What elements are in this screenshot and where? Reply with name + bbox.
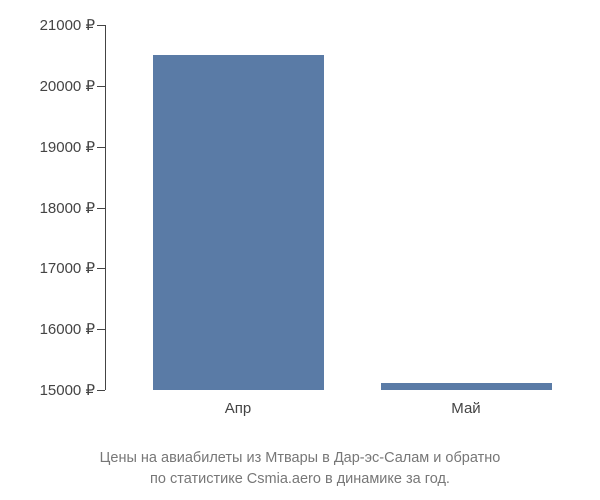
y-axis-label: 16000 ₽ — [40, 320, 95, 338]
y-axis-label: 20000 ₽ — [40, 77, 95, 95]
y-tick — [97, 208, 105, 209]
y-tick — [97, 25, 105, 26]
x-axis-label: Май — [451, 400, 480, 417]
y-axis-label: 21000 ₽ — [40, 16, 95, 34]
caption-line-1: Цены на авиабилеты из Мтвары в Дар-эс-Са… — [100, 450, 501, 466]
price-chart: 15000 ₽ 16000 ₽ 17000 ₽ 18000 ₽ 19000 ₽ 20000… — [0, 10, 600, 450]
x-axis-label: Апр — [225, 400, 251, 417]
bar-Май — [381, 383, 552, 390]
y-tick — [97, 329, 105, 330]
y-tick — [97, 390, 105, 391]
plot-area — [105, 25, 580, 390]
caption-line-2: по статистике Csmia.aero в динамике за г… — [150, 471, 450, 487]
y-tick — [97, 86, 105, 87]
y-axis-label: 18000 ₽ — [40, 199, 95, 217]
chart-caption: Цены на авиабилеты из Мтвары в Дар-эс-Са… — [0, 448, 600, 490]
y-axis-label: 15000 ₽ — [40, 381, 95, 399]
y-tick — [97, 147, 105, 148]
y-tick — [97, 268, 105, 269]
y-axis-label: 19000 ₽ — [40, 138, 95, 156]
bar-Апр — [153, 55, 324, 390]
y-axis-label: 17000 ₽ — [40, 259, 95, 277]
